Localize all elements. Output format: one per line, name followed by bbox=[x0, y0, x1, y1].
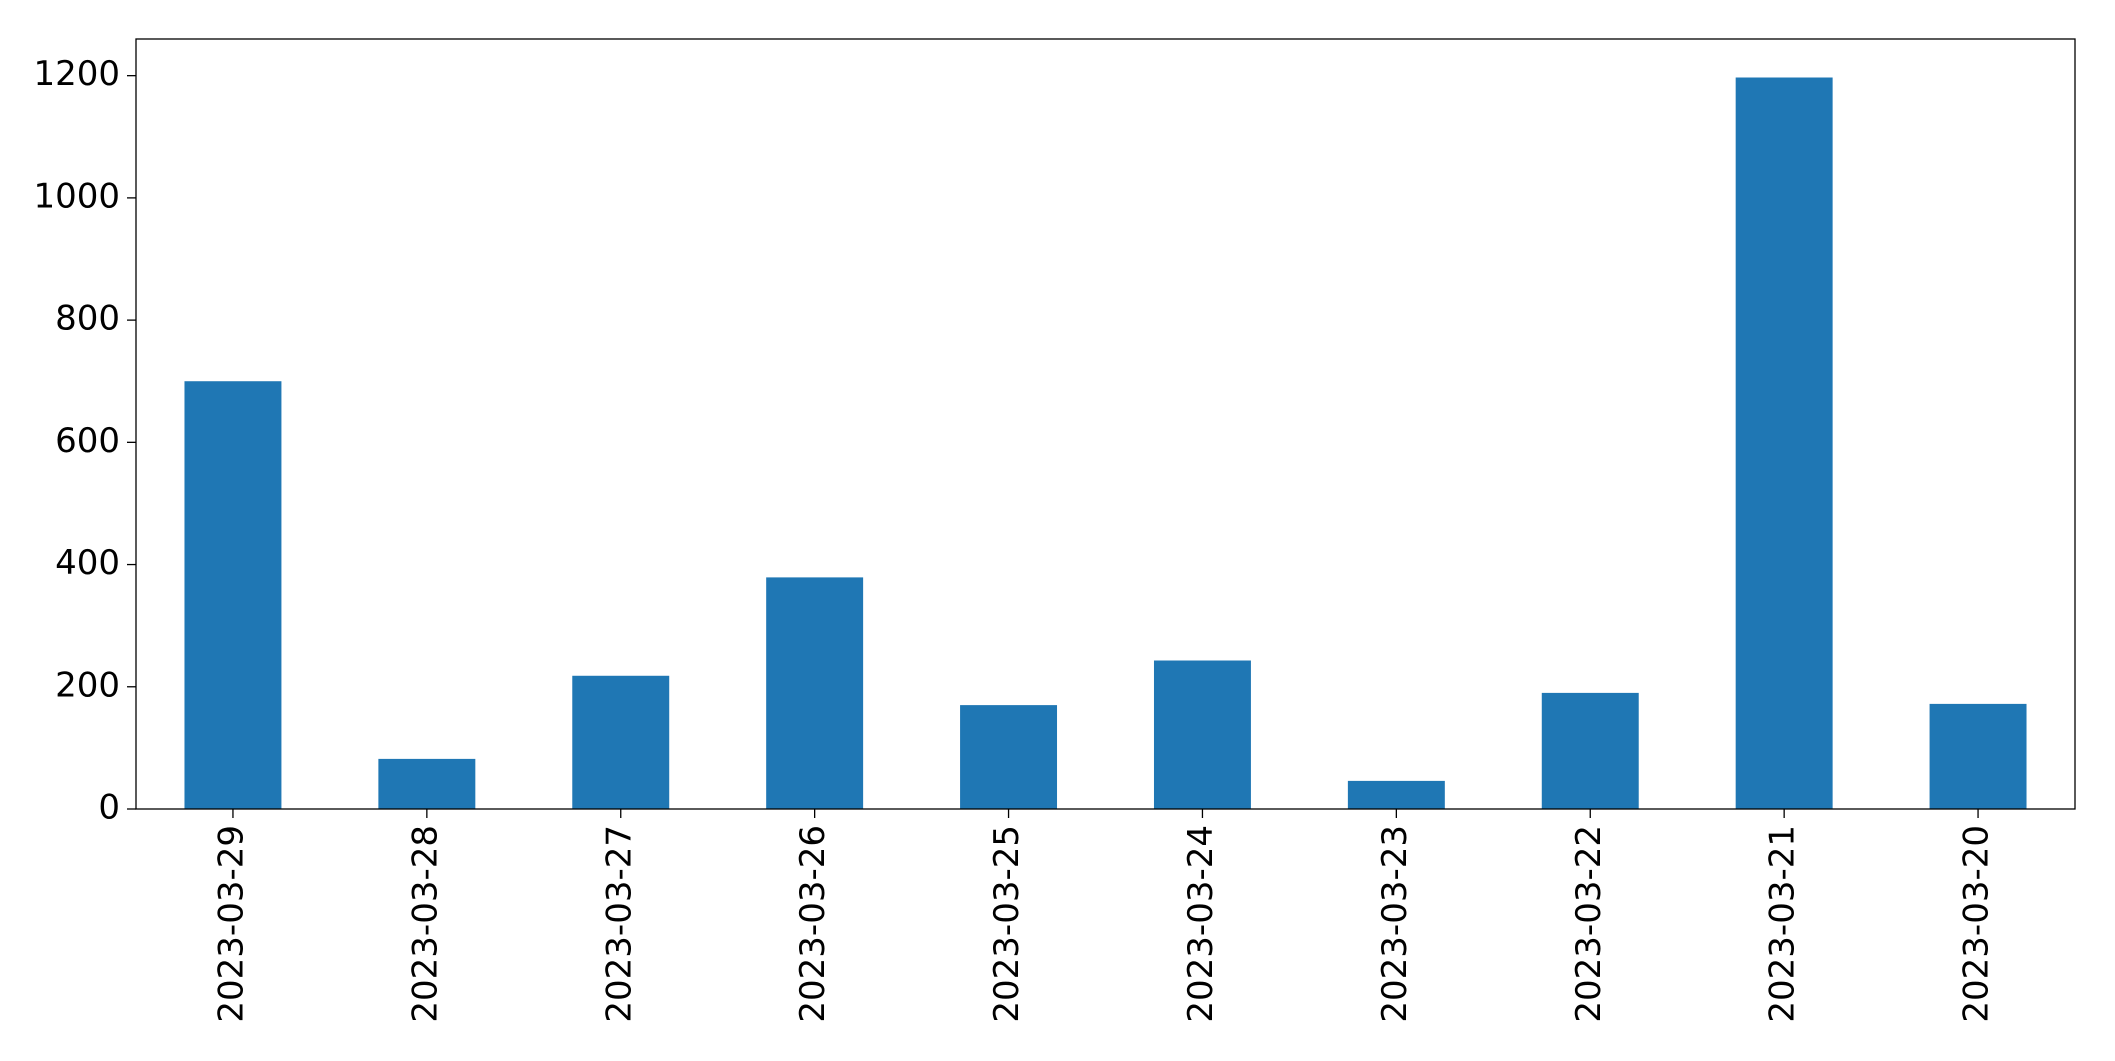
bar bbox=[1541, 692, 1639, 809]
y-tick-label: 1000 bbox=[33, 176, 120, 216]
y-tick-label: 600 bbox=[55, 421, 120, 461]
bar bbox=[960, 705, 1058, 809]
bar bbox=[766, 577, 864, 809]
y-tick-label: 200 bbox=[55, 665, 120, 705]
x-tick-label: 2023-03-20 bbox=[1957, 825, 1997, 1023]
bar bbox=[572, 675, 670, 809]
bar bbox=[1735, 77, 1833, 809]
x-tick-label: 2023-03-24 bbox=[1181, 825, 1221, 1023]
y-tick-label: 0 bbox=[98, 788, 120, 828]
x-tick-label: 2023-03-26 bbox=[793, 825, 833, 1023]
y-tick-label: 400 bbox=[55, 543, 120, 583]
y-tick-label: 800 bbox=[55, 299, 120, 339]
bar bbox=[1153, 660, 1251, 809]
bar bbox=[1929, 703, 2027, 809]
x-tick-label: 2023-03-27 bbox=[599, 825, 639, 1023]
x-tick-label: 2023-03-22 bbox=[1569, 825, 1609, 1023]
x-tick-label: 2023-03-25 bbox=[987, 825, 1027, 1023]
x-tick-label: 2023-03-21 bbox=[1763, 825, 1803, 1023]
x-tick-label: 2023-03-28 bbox=[405, 825, 445, 1023]
y-tick-label: 1200 bbox=[33, 54, 120, 94]
x-tick-label: 2023-03-29 bbox=[211, 825, 251, 1023]
x-tick-label: 2023-03-23 bbox=[1375, 825, 1415, 1023]
bar bbox=[378, 758, 476, 809]
plot-frame bbox=[135, 38, 2076, 810]
bar bbox=[184, 381, 282, 809]
bar bbox=[1347, 780, 1445, 809]
